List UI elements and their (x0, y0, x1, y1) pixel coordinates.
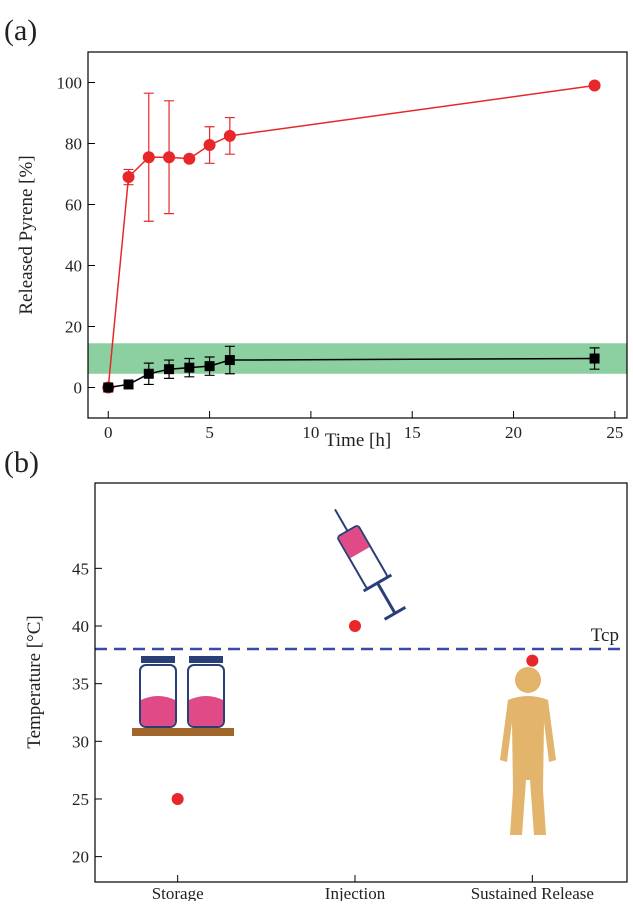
plot-frame (94, 482, 628, 883)
vials-icon (132, 656, 234, 736)
panel-label: (b) (4, 446, 39, 479)
x-axis-title: Time [h] (325, 430, 391, 451)
data-point (171, 792, 184, 805)
y-tick-label: 0 (74, 379, 83, 398)
data-point (204, 361, 215, 372)
panel-label: (a) (4, 14, 37, 47)
data-point (163, 151, 176, 164)
series-line (107, 84, 595, 388)
y-tick-label: 20 (65, 318, 82, 337)
data-point (349, 619, 361, 632)
data-point (143, 368, 154, 379)
data-point (122, 171, 135, 184)
human-icon (500, 667, 556, 835)
y-tick-label: 40 (72, 617, 89, 636)
x-tick-label: 20 (505, 423, 522, 442)
x-tick-label: 25 (606, 423, 623, 442)
y-tick-label: 60 (65, 196, 82, 215)
y-axis-title: Temperature [°C] (24, 615, 45, 748)
y-tick-label: 80 (65, 135, 82, 154)
data-point (123, 379, 134, 390)
data-point (589, 353, 600, 364)
data-point (164, 364, 175, 375)
x-tick-label: Injection (325, 884, 386, 901)
syringe-icon (334, 508, 407, 621)
y-tick-label: 30 (72, 732, 89, 751)
data-point (184, 362, 195, 373)
y-tick-label: 100 (57, 74, 83, 93)
reference-label: Tcp (591, 625, 619, 646)
x-tick-label: 10 (302, 423, 319, 442)
data-point (142, 151, 155, 164)
data-point (223, 129, 236, 142)
y-tick-label: 20 (72, 848, 89, 867)
data-point (203, 139, 216, 152)
plot-frame (87, 51, 628, 419)
x-tick-label: 15 (404, 423, 421, 442)
data-point (183, 152, 196, 165)
x-tick-label: 5 (205, 423, 214, 442)
data-point (588, 79, 601, 92)
data-point (224, 355, 235, 366)
x-tick-label: Sustained Release (471, 884, 594, 901)
data-point (103, 382, 114, 393)
y-tick-label: 25 (72, 790, 89, 809)
y-tick-label: 40 (65, 257, 82, 276)
y-tick-label: 45 (72, 559, 89, 578)
data-point (526, 654, 539, 667)
y-tick-label: 35 (72, 675, 89, 694)
y-axis-title: Released Pyrene [%] (16, 155, 37, 314)
x-tick-label: 0 (104, 423, 113, 442)
x-tick-label: Storage (152, 884, 204, 901)
